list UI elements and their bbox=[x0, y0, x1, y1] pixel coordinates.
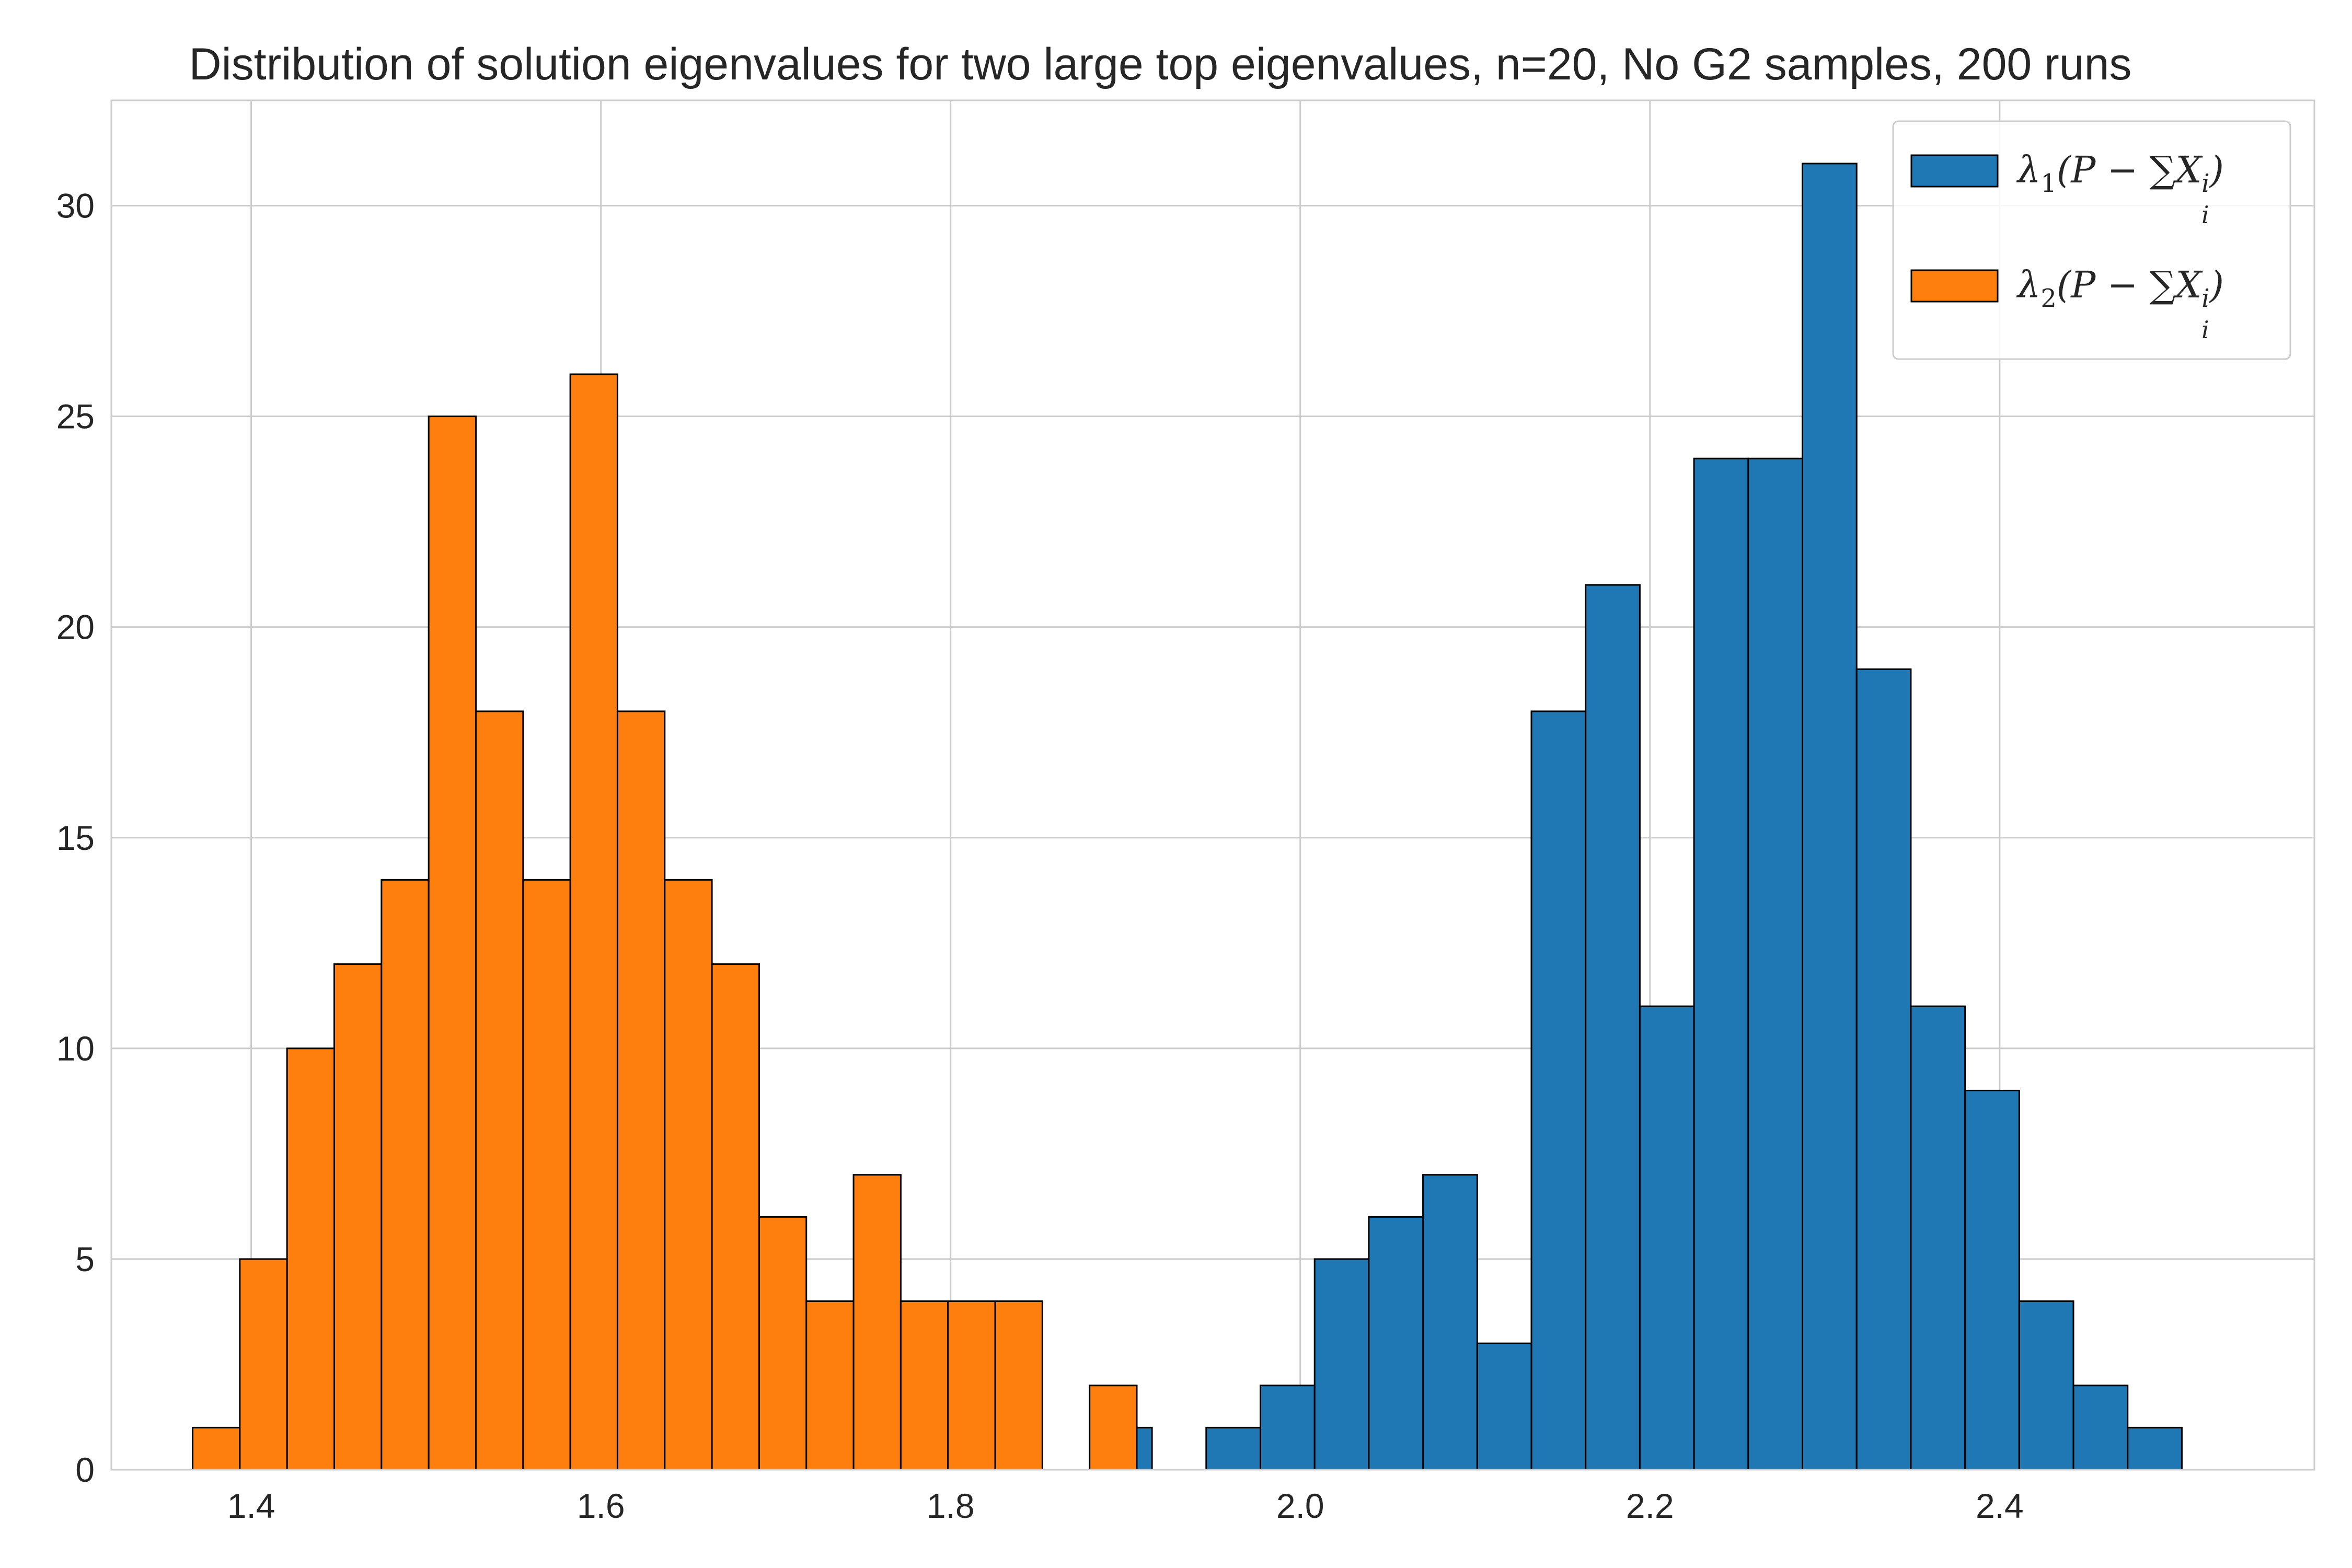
histogram-bar-lambda1 bbox=[1747, 457, 1804, 1471]
histogram-bar-lambda2 bbox=[286, 1047, 336, 1471]
histogram-bar-lambda1 bbox=[1476, 1342, 1532, 1471]
histogram-bar-lambda2 bbox=[711, 963, 760, 1471]
histogram-bar-lambda1 bbox=[2127, 1426, 2183, 1471]
histogram-bar-lambda2 bbox=[569, 373, 618, 1471]
histogram-bar-lambda2 bbox=[616, 710, 666, 1471]
histogram-bar-lambda1 bbox=[1802, 163, 1858, 1471]
x-tick-label: 2.4 bbox=[1976, 1486, 2024, 1525]
y-tick-label: 5 bbox=[75, 1240, 95, 1278]
y-tick-label: 15 bbox=[56, 818, 95, 857]
histogram-bar-lambda2 bbox=[428, 416, 477, 1471]
y-tick-label: 20 bbox=[56, 608, 95, 647]
x-tick-label: 1.6 bbox=[577, 1486, 625, 1525]
histogram-bar-lambda2 bbox=[239, 1258, 288, 1471]
histogram-bar-lambda2 bbox=[900, 1300, 949, 1471]
histogram-bar-lambda1 bbox=[1313, 1258, 1370, 1471]
histogram-bar-lambda1 bbox=[1368, 1216, 1424, 1471]
histogram-bar-lambda1 bbox=[1910, 1005, 1966, 1471]
histogram-bar-lambda1 bbox=[2072, 1385, 2129, 1471]
y-tick-label: 10 bbox=[56, 1029, 95, 1068]
x-tick-label: 1.8 bbox=[927, 1486, 975, 1525]
histogram-bar-lambda1 bbox=[1205, 1426, 1261, 1471]
legend-label-lambda1: λ1(P − ∑Xi) bbox=[2016, 148, 2224, 198]
histogram-bar-lambda2 bbox=[475, 710, 524, 1471]
histogram-bar-lambda1 bbox=[1855, 668, 1912, 1471]
histogram-bar-lambda2 bbox=[1089, 1385, 1138, 1471]
histogram-bar-lambda1 bbox=[1422, 1174, 1478, 1471]
legend: λ1(P − ∑Xi) i λ2(P − ∑Xi) i bbox=[1892, 120, 2291, 360]
histogram-bar-lambda2 bbox=[947, 1300, 996, 1471]
histogram-bar-lambda1 bbox=[1639, 1005, 1695, 1471]
histogram-bar-lambda1 bbox=[2018, 1300, 2074, 1471]
histogram-bar-lambda2 bbox=[852, 1174, 902, 1471]
histogram-bar-lambda2 bbox=[522, 879, 571, 1471]
axes-frame bbox=[110, 99, 2315, 1471]
histogram-bar-lambda2 bbox=[758, 1216, 808, 1471]
histogram-bar-lambda1 bbox=[1585, 584, 1641, 1471]
legend-swatch-lambda1 bbox=[1910, 154, 1999, 188]
y-tick-label: 0 bbox=[75, 1450, 95, 1489]
histogram-bar-lambda1 bbox=[1693, 457, 1749, 1471]
histogram-bar-lambda2 bbox=[994, 1300, 1043, 1471]
legend-swatch-lambda2 bbox=[1910, 269, 1999, 303]
y-tick-label: 30 bbox=[56, 187, 95, 225]
histogram-bar-lambda1 bbox=[1259, 1385, 1316, 1471]
histogram-bar-lambda2 bbox=[333, 963, 383, 1471]
legend-label-lambda2: λ2(P − ∑Xi) bbox=[2016, 263, 2224, 313]
chart-title: Distribution of solution eigenvalues for… bbox=[189, 39, 2132, 89]
histogram-bar-lambda2 bbox=[805, 1300, 855, 1471]
x-tick-label: 2.2 bbox=[1626, 1486, 1674, 1525]
x-tick-label: 2.0 bbox=[1276, 1486, 1324, 1525]
histogram-bar-lambda2 bbox=[192, 1426, 241, 1471]
y-tick-label: 25 bbox=[56, 397, 95, 436]
x-tick-label: 1.4 bbox=[227, 1486, 275, 1525]
legend-sum-subscript: i bbox=[2201, 201, 2209, 229]
histogram-bar-lambda1 bbox=[1964, 1089, 2020, 1471]
legend-sum-subscript: i bbox=[2201, 316, 2209, 344]
histogram-bar-lambda2 bbox=[664, 879, 713, 1471]
histogram-bar-lambda1 bbox=[1530, 710, 1587, 1471]
histogram-bar-lambda2 bbox=[381, 879, 430, 1471]
